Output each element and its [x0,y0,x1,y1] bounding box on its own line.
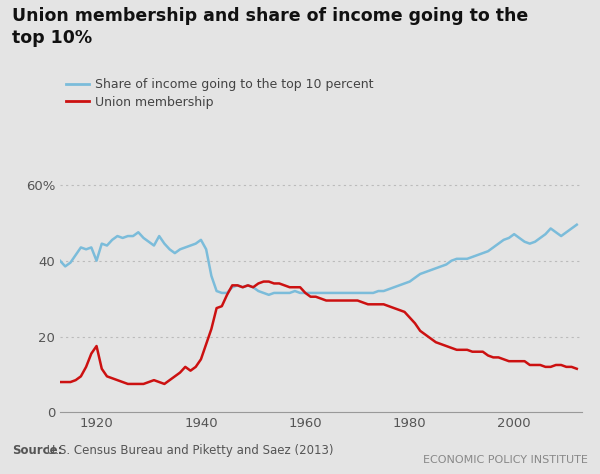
Text: Source:: Source: [12,445,62,457]
Text: U.S. Census Bureau and Piketty and Saez (2013): U.S. Census Bureau and Piketty and Saez … [43,445,334,457]
Text: ECONOMIC POLICY INSTITUTE: ECONOMIC POLICY INSTITUTE [423,456,588,465]
Legend: Share of income going to the top 10 percent, Union membership: Share of income going to the top 10 perc… [66,79,373,109]
Text: Union membership and share of income going to the
top 10%: Union membership and share of income goi… [12,7,528,47]
